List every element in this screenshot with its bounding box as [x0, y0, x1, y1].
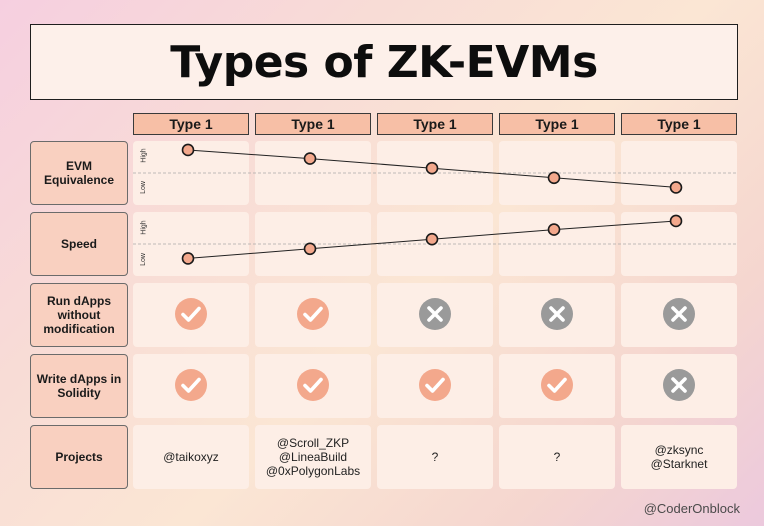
column-header-5: Type 1: [621, 113, 737, 135]
project-name: @Scroll_ZKP: [276, 436, 350, 450]
data-point: [425, 161, 439, 175]
run-dapps-cell-5: [621, 283, 737, 347]
run-dapps-cell-3: [377, 283, 493, 347]
solidity-cell-2: [255, 354, 371, 418]
project-name: @LineaBuild: [278, 450, 348, 464]
solidity-cell-3: [377, 354, 493, 418]
data-point: [547, 171, 561, 185]
data-point: [303, 242, 317, 256]
check-icon: [540, 368, 574, 405]
row-label-projects: Projects: [30, 425, 128, 489]
cross-icon: [662, 297, 696, 334]
projects-cell-2: @Scroll_ZKP @LineaBuild @0xPolygonLabs: [255, 425, 371, 489]
row-label-run-dapps: Run dApps without modification: [30, 283, 128, 347]
run-dapps-cell-1: [133, 283, 249, 347]
project-name: @taikoxyz: [163, 450, 219, 464]
column-header-3: Type 1: [377, 113, 493, 135]
run-dapps-cell-4: [499, 283, 615, 347]
row-label-evm-equivalence: EVM Equivalence: [30, 141, 128, 205]
title-box: Types of ZK-EVMs: [30, 24, 738, 100]
data-point: [669, 214, 683, 228]
project-name: @zksync: [654, 443, 704, 457]
solidity-cell-5: [621, 354, 737, 418]
projects-cell-5: @zksync @Starknet: [621, 425, 737, 489]
solidity-cell-4: [499, 354, 615, 418]
data-point: [669, 181, 683, 194]
column-header-2: Type 1: [255, 113, 371, 135]
check-icon: [296, 368, 330, 405]
data-point: [425, 232, 439, 246]
row-label-speed: Speed: [30, 212, 128, 276]
solidity-cell-1: [133, 354, 249, 418]
check-icon: [418, 368, 452, 405]
projects-cell-4: ?: [499, 425, 615, 489]
project-name: @0xPolygonLabs: [265, 464, 361, 478]
evm-equivalence-chart: [133, 143, 738, 194]
data-point: [181, 252, 195, 265]
project-name: ?: [553, 450, 561, 464]
projects-cell-1: @taikoxyz: [133, 425, 249, 489]
page-title: Types of ZK-EVMs: [170, 36, 598, 88]
project-name: @Starknet: [650, 457, 708, 471]
cross-icon: [540, 297, 574, 334]
run-dapps-cell-2: [255, 283, 371, 347]
speed-chart: [133, 214, 738, 265]
author-handle: @CoderOnblock: [643, 501, 740, 516]
data-point: [303, 152, 317, 165]
check-icon: [174, 368, 208, 405]
check-icon: [296, 297, 330, 334]
column-header-4: Type 1: [499, 113, 615, 135]
check-icon: [174, 297, 208, 334]
project-name: ?: [431, 450, 439, 464]
cross-icon: [418, 297, 452, 334]
cross-icon: [662, 368, 696, 405]
data-point: [181, 143, 195, 157]
column-header-1: Type 1: [133, 113, 249, 135]
projects-cell-3: ?: [377, 425, 493, 489]
row-label-solidity: Write dApps in Solidity: [30, 354, 128, 418]
data-point: [547, 223, 561, 236]
